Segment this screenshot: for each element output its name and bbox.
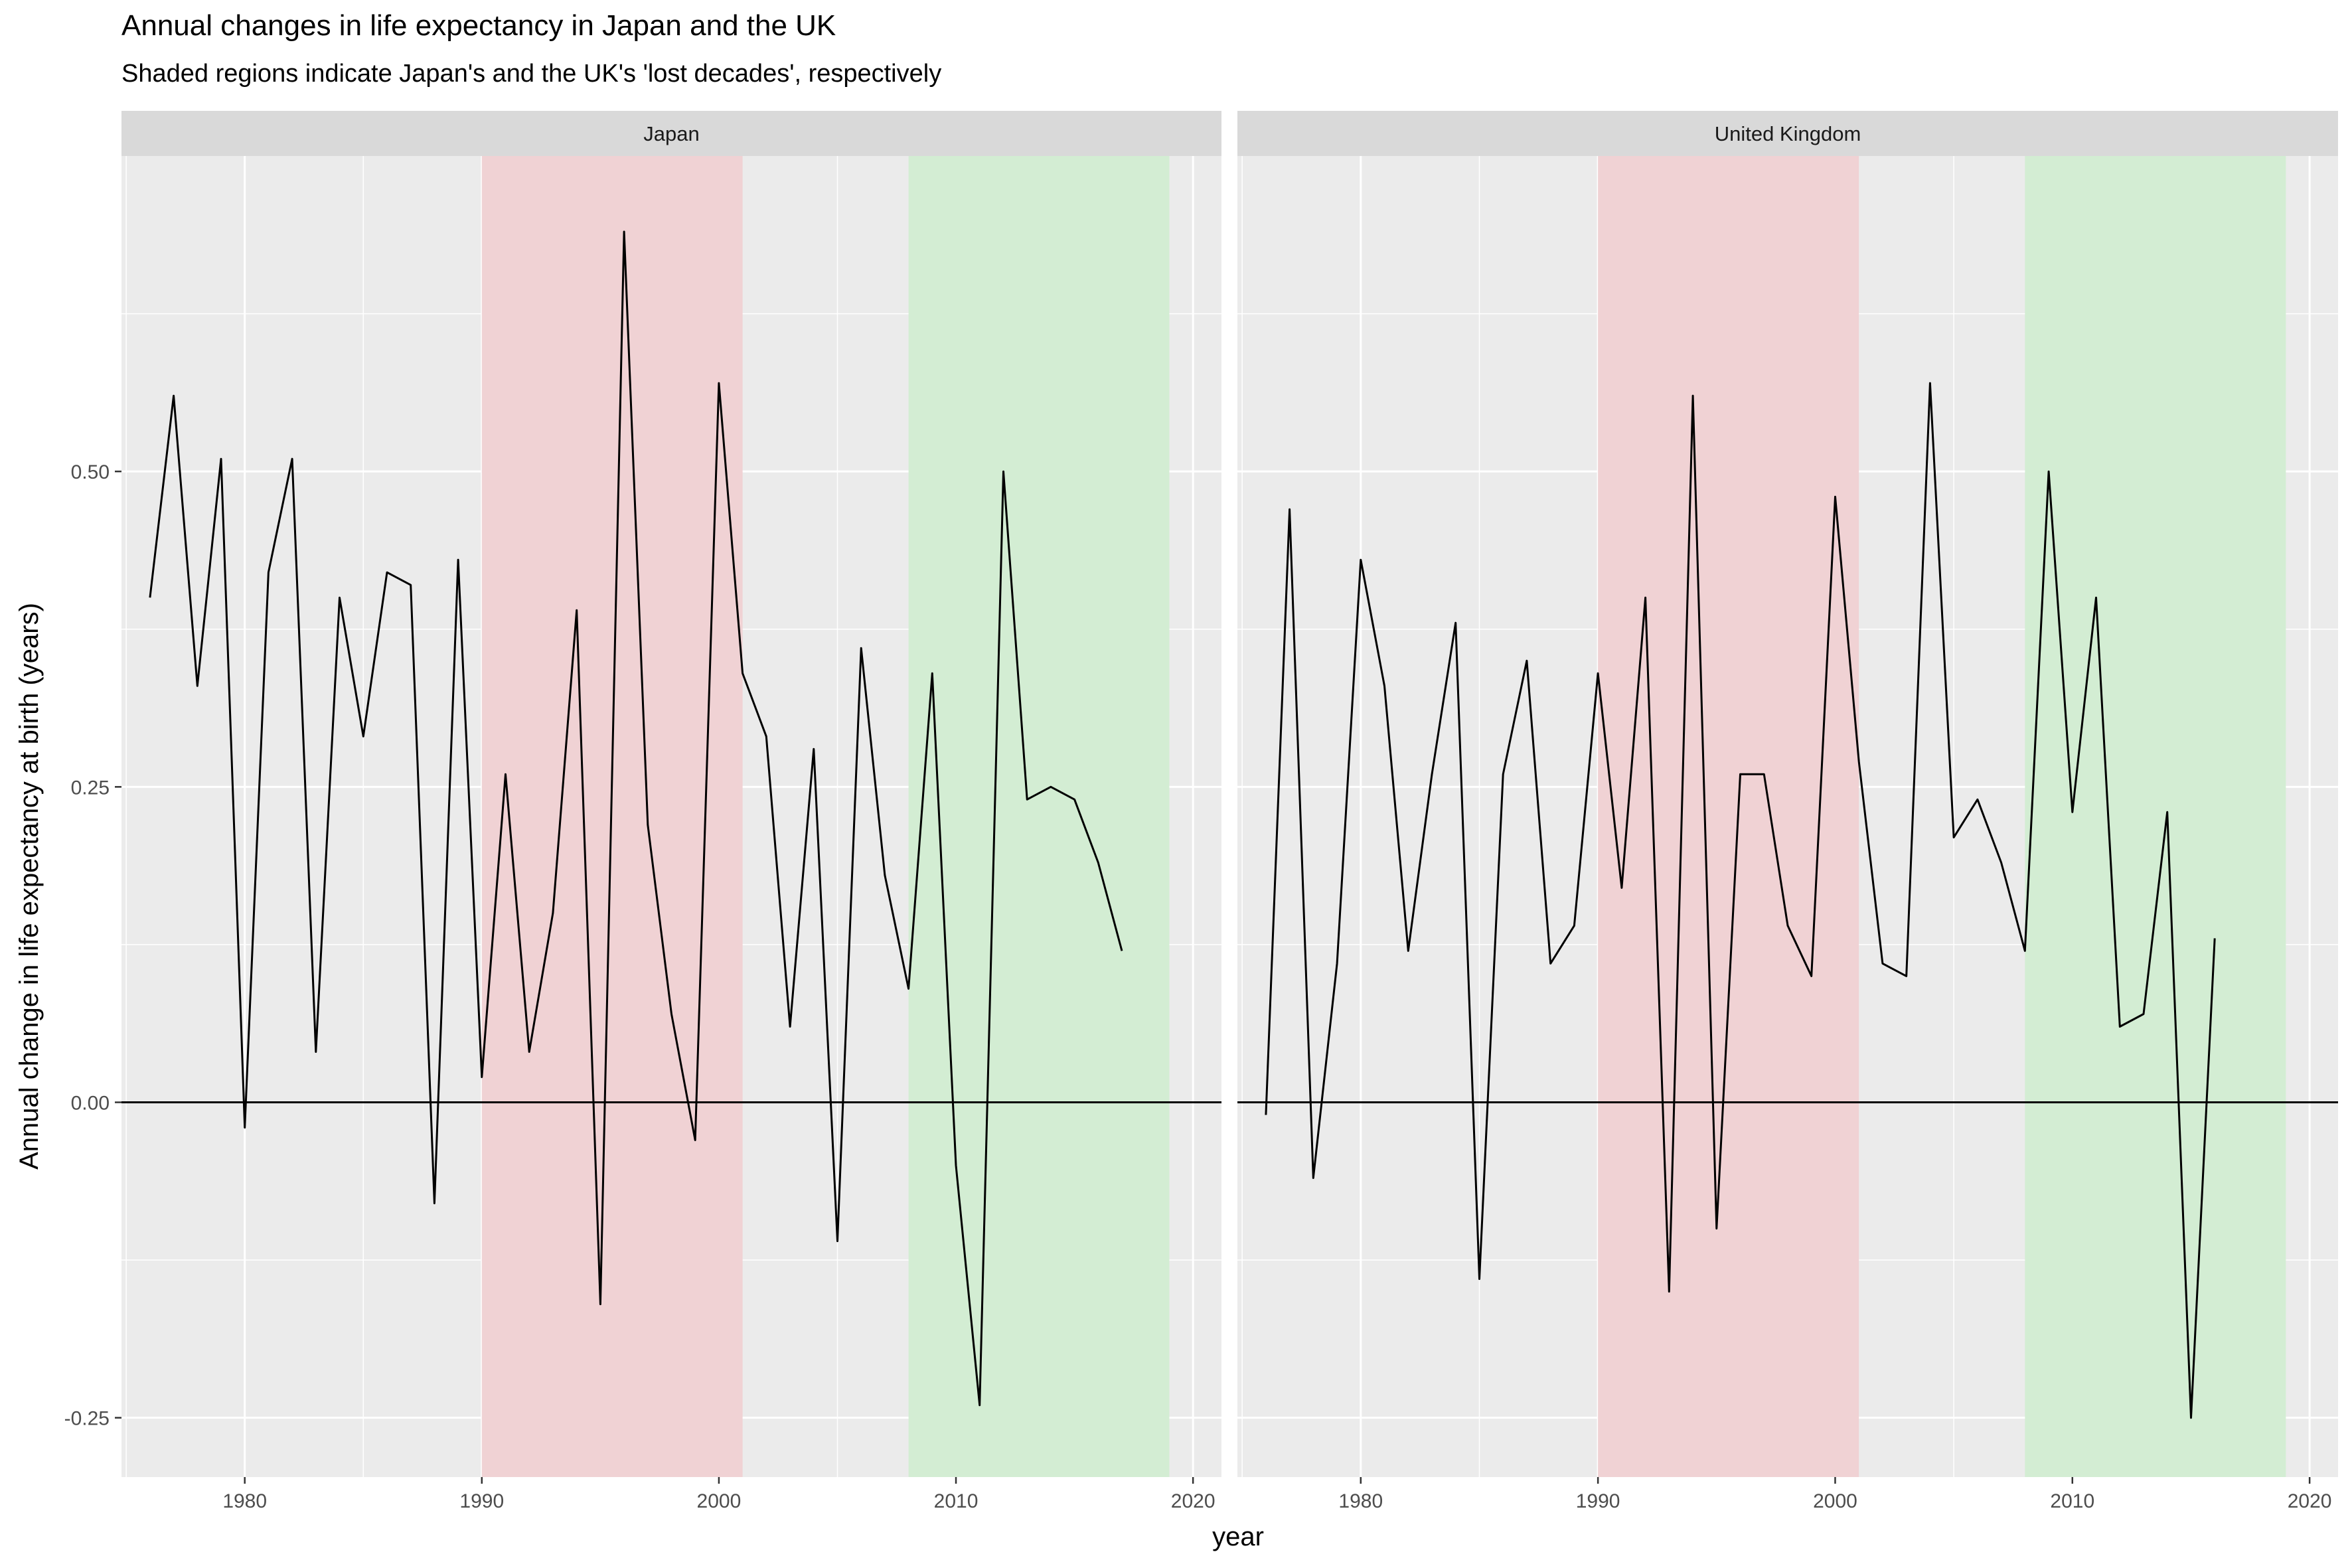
x-axis-title: year [1212, 1522, 1264, 1551]
series-line-japan [149, 230, 1123, 1407]
x-tick-label: 2010 [2050, 1490, 2094, 1512]
y-tick-label: 0.00 [71, 1093, 110, 1115]
y-tick-label: 0.50 [71, 461, 110, 483]
series-line-united-kingdom [1265, 382, 2216, 1419]
x-tick-label: 1990 [1576, 1490, 1620, 1512]
y-tick-label: 0.25 [71, 777, 110, 799]
x-tick-label: 2010 [934, 1490, 979, 1512]
panel-japan: Japan [121, 111, 1221, 1477]
facet-strip [1237, 111, 2338, 156]
axis-layer: 1980 1990 2000 2010 2020 1980 1990 2000 2010 2020… [64, 461, 2332, 1512]
panel-united-kingdom: United Kingdom [1237, 111, 2338, 1477]
y-axis-title: Annual change in life expectancy at birt… [15, 603, 44, 1170]
panels-layer: Japan United Kingdom [121, 111, 2338, 1477]
x-tick-label: 2020 [2288, 1490, 2332, 1512]
lost-decade-region-green [2025, 156, 2286, 1477]
x-tick-label: 1980 [222, 1490, 267, 1512]
y-tick-label: -0.25 [64, 1408, 110, 1430]
x-tick-label: 2020 [1171, 1490, 1215, 1512]
lost-decade-region-red [481, 156, 743, 1477]
chart-title: Annual changes in life expectancy in Jap… [121, 9, 836, 42]
lost-decade-region-red [1598, 156, 1859, 1477]
facet-strip-label: Japan [643, 122, 699, 145]
x-tick-label: 2000 [1813, 1490, 1857, 1512]
x-tick-label: 2000 [697, 1490, 742, 1512]
facet-strip-label: United Kingdom [1715, 122, 1861, 145]
x-tick-label: 1980 [1338, 1490, 1383, 1512]
x-tick-label: 1990 [459, 1490, 504, 1512]
chart-subtitle: Shaded regions indicate Japan's and the … [121, 60, 942, 88]
facet-strip [121, 111, 1221, 156]
lost-decade-region-green [908, 156, 1170, 1477]
